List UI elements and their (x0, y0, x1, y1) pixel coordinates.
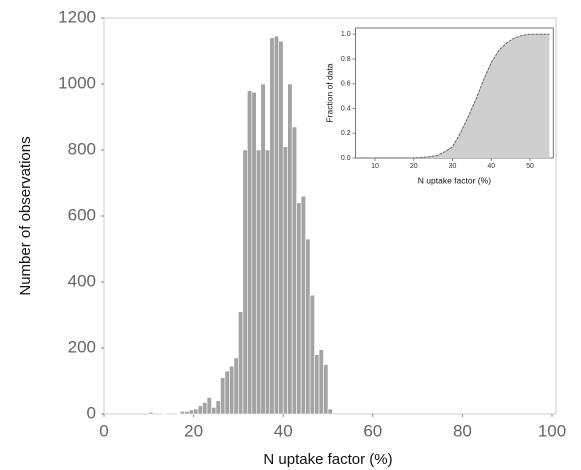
bar (273, 35, 280, 415)
bar (305, 238, 311, 415)
bar (282, 146, 288, 415)
y-tick-label: 0.2 (341, 130, 351, 137)
x-tick-label: 100 (538, 421, 566, 440)
bar (229, 365, 235, 415)
bar (206, 397, 212, 415)
x-tick-label: 50 (526, 163, 534, 170)
bar (211, 407, 217, 415)
y-axis-label: Fraction of data (324, 63, 334, 122)
bar (256, 149, 262, 415)
y-tick-label: 1.0 (341, 31, 351, 38)
y-axis-label: Number of observations (17, 136, 34, 295)
bar (260, 83, 266, 415)
y-tick-label: 0.6 (341, 81, 351, 88)
y-tick-label: 400 (68, 271, 96, 290)
bar (188, 409, 194, 415)
bar (166, 412, 172, 415)
x-tick-label: 60 (363, 421, 382, 440)
bar (278, 40, 284, 415)
bar (202, 402, 208, 415)
x-axis-label: N uptake factor (%) (418, 175, 491, 185)
bar (251, 91, 257, 415)
y-tick-label: 1200 (58, 7, 96, 26)
bar (269, 37, 275, 415)
x-tick-label: 10 (371, 163, 379, 170)
bar (300, 195, 306, 415)
bar (247, 90, 253, 415)
bar (179, 411, 185, 415)
x-tick-label: 30 (449, 163, 457, 170)
x-tick-label: 20 (184, 421, 203, 440)
bar (161, 413, 168, 415)
x-tick-label: 80 (453, 421, 472, 440)
area-fill (355, 34, 550, 158)
bar (291, 126, 297, 415)
bar (332, 412, 338, 415)
bar (233, 357, 239, 415)
y-tick-label: 1000 (58, 73, 96, 92)
bar (242, 149, 248, 415)
x-tick-label: 40 (274, 421, 293, 440)
cdf-line (355, 33, 550, 159)
bar (318, 349, 324, 415)
bar (215, 400, 221, 415)
y-tick-label: 0.0 (341, 155, 351, 162)
bar (264, 149, 271, 415)
bar (323, 364, 329, 415)
bar (314, 354, 320, 415)
bar (184, 411, 190, 415)
x-axis-label: N uptake factor (%) (263, 451, 392, 468)
y-tick-label: 800 (68, 139, 96, 158)
bar (287, 83, 293, 415)
bar (327, 408, 333, 415)
y-tick-label: 600 (68, 205, 96, 224)
bar (238, 311, 244, 415)
x-tick-label: 0 (99, 421, 108, 440)
bar (197, 405, 203, 415)
bar (148, 412, 154, 415)
y-tick-label: 200 (68, 337, 96, 356)
x-tick-label: 40 (487, 163, 495, 170)
bar (309, 294, 315, 415)
bar (296, 202, 302, 415)
bar (224, 370, 230, 415)
y-tick-label: 0 (87, 403, 96, 422)
y-tick-label: 0.8 (341, 56, 351, 63)
x-tick-label: 20 (410, 163, 418, 170)
bar (220, 377, 226, 415)
bar (175, 413, 181, 415)
y-tick-label: 0.4 (341, 105, 351, 112)
bar (193, 408, 199, 415)
